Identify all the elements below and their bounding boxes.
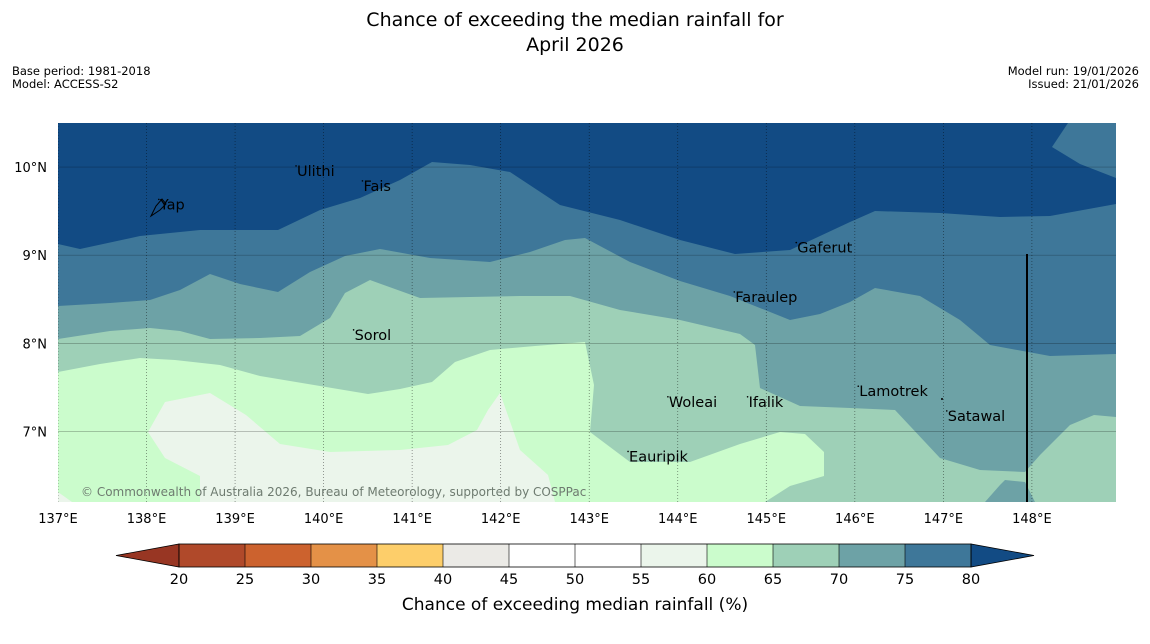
- yap-island-outline: [149, 198, 167, 218]
- lon-tick-label: 142°E: [481, 512, 521, 527]
- colorbar-segment: [839, 544, 905, 567]
- colorbar-tick-label: 70: [830, 572, 848, 588]
- colorbar-segment: [707, 544, 773, 567]
- place-label-lamotrek: Lamotrek: [859, 384, 928, 400]
- island-marker: [746, 396, 749, 398]
- colorbar-segment: [179, 544, 245, 567]
- colorbar: 20 25 30 35 40 45 50 55 60 65 70 75 80: [115, 543, 1035, 588]
- colorbar-segment: [575, 544, 641, 567]
- colorbar-under-arrow: [115, 543, 180, 568]
- island-marker: [295, 165, 297, 167]
- colorbar-segment: [443, 544, 509, 567]
- band-55: [58, 393, 555, 502]
- place-label-faraulep: Faraulep: [735, 290, 797, 306]
- colorbar-over-arrow: [970, 543, 1035, 568]
- island-marker: [857, 385, 860, 388]
- place-label-eauripik: Eauripik: [629, 449, 688, 465]
- colorbar-tick-label: 40: [434, 572, 452, 588]
- place-labels: Ulithi Fais Yap Gaferut Faraulep Sorol Lamotre…: [158, 164, 1005, 465]
- colorbar-tick-label: 75: [896, 572, 914, 588]
- graticule: [58, 123, 1116, 502]
- base-period-text: Base period: 1981-2018: [12, 64, 151, 78]
- colorbar-tick-label: 30: [302, 572, 320, 588]
- place-label-gaferut: Gaferut: [797, 241, 852, 257]
- copyright-text: © Commonwealth of Australia 2026, Bureau…: [81, 485, 586, 499]
- place-label-woleai: Woleai: [669, 395, 717, 411]
- island-marker: [352, 329, 355, 331]
- model-run-text: Model run: 19/01/2026: [1007, 64, 1139, 78]
- island-marker: [158, 198, 160, 201]
- lon-tick-label: 143°E: [569, 512, 609, 527]
- lon-tick-label: 140°E: [304, 512, 344, 527]
- lon-tick-label: 137°E: [38, 512, 78, 527]
- colorbar-segment: [641, 544, 707, 567]
- colorbar-tick-label: 20: [170, 572, 188, 588]
- lon-tick-label: 145°E: [747, 512, 787, 527]
- title-line-2: April 2026: [526, 34, 624, 56]
- lat-tick-label: 7°N: [23, 425, 48, 440]
- colorbar-segment: [245, 544, 311, 567]
- island-marker: [667, 396, 669, 398]
- meta-left: Base period: 1981-2018 Model: ACCESS-S2: [12, 65, 151, 91]
- place-label-sorol: Sorol: [355, 328, 392, 344]
- lat-tick-label: 10°N: [14, 161, 47, 176]
- place-label-fais: Fais: [363, 179, 390, 195]
- model-text: Model: ACCESS-S2: [12, 77, 119, 91]
- place-label-satawal: Satawal: [948, 409, 1005, 425]
- island-marker: [627, 450, 629, 453]
- place-label-ifalik: Ifalik: [749, 395, 784, 411]
- meta-right: Model run: 19/01/2026 Issued: 21/01/2026: [1008, 65, 1139, 91]
- colorbar-segment: [377, 544, 443, 567]
- lat-tick-label: 9°N: [23, 249, 48, 264]
- lat-tick-label: 8°N: [23, 337, 48, 352]
- map-area: Ulithi Fais Yap Gaferut Faraulep Sorol Lamotre…: [58, 123, 1116, 502]
- colorbar-tick-label: 35: [368, 572, 386, 588]
- colorbar-tick-label: 50: [566, 572, 584, 588]
- colorbar-tick-label: 80: [962, 572, 980, 588]
- lon-tick-label: 141°E: [392, 512, 432, 527]
- island-marker: [795, 241, 798, 244]
- place-label-yap: Yap: [159, 197, 185, 213]
- lon-tick-label: 139°E: [215, 512, 255, 527]
- island-marker: [945, 410, 948, 412]
- lon-tick-label: 147°E: [924, 512, 964, 527]
- lon-tick-label: 148°E: [1012, 512, 1052, 527]
- colorbar-tick-label: 45: [500, 572, 518, 588]
- island-marker: [733, 291, 736, 293]
- colorbar-segment: [311, 544, 377, 567]
- island-marker: [941, 398, 943, 400]
- place-label-ulithi: Ulithi: [297, 164, 335, 180]
- title-line-1: Chance of exceeding the median rainfall …: [366, 9, 784, 31]
- lon-tick-label: 144°E: [658, 512, 698, 527]
- lon-tick-label: 146°E: [835, 512, 875, 527]
- map-title: Chance of exceeding the median rainfall …: [0, 8, 1150, 58]
- band-75-corner: [1052, 123, 1116, 178]
- colorbar-segment: [905, 544, 971, 567]
- lon-tick-label: 138°E: [127, 512, 167, 527]
- issued-text: Issued: 21/01/2026: [1028, 77, 1139, 91]
- colorbar-tick-label: 65: [764, 572, 782, 588]
- axes: 137°E 138°E 139°E 140°E 141°E 142°E 143°E 144°E…: [14, 161, 1051, 527]
- island-marker: [361, 180, 364, 182]
- band-70-patch: [985, 480, 1035, 502]
- colorbar-title: Chance of exceeding median rainfall (%): [402, 595, 748, 615]
- colorbar-segment: [773, 544, 839, 567]
- colorbar-tick-label: 60: [698, 572, 716, 588]
- colorbar-tick-label: 25: [236, 572, 254, 588]
- colorbar-tick-label: 55: [632, 572, 650, 588]
- colorbar-segment: [509, 544, 575, 567]
